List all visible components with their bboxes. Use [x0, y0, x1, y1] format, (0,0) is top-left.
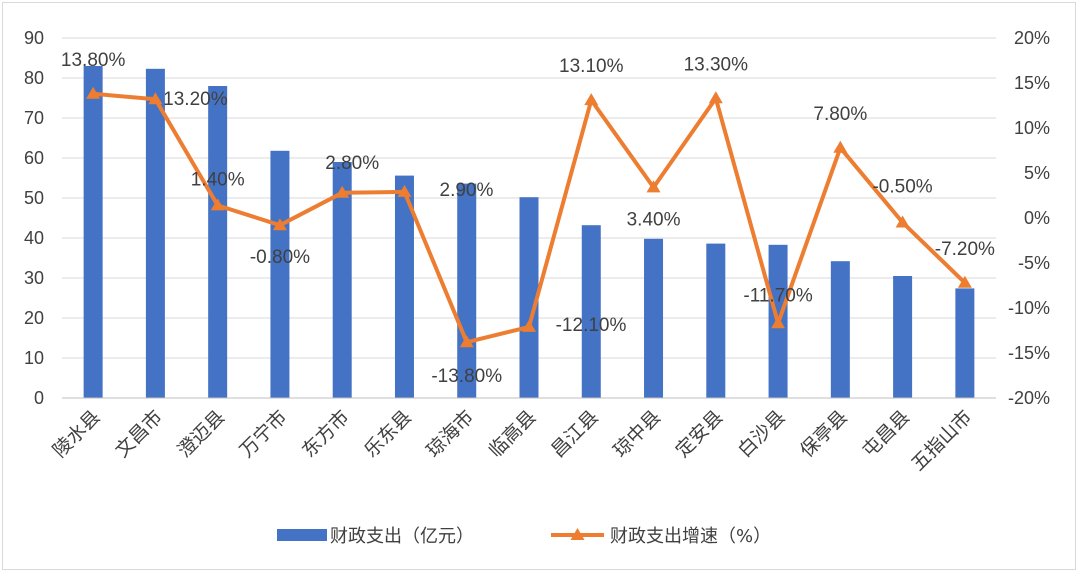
data-label: 13.10% — [559, 56, 624, 77]
category-label: 临高县 — [485, 406, 541, 462]
bar — [208, 86, 228, 398]
legend: 财政支出（亿元） 财政支出增速（%） — [277, 526, 771, 547]
category-label: 文昌市 — [111, 406, 167, 462]
bar — [519, 197, 539, 398]
category-label: 白沙县 — [734, 406, 790, 462]
left-tick-label: 40 — [24, 228, 44, 248]
legend-line-label: 财政支出增速（%） — [610, 526, 771, 547]
line-marker — [86, 86, 101, 99]
line-marker — [833, 140, 848, 153]
left-tick-label: 70 — [24, 108, 44, 128]
right-tick-label: -5% — [1018, 253, 1050, 273]
line-marker — [335, 185, 350, 198]
left-tick-label: 10 — [24, 348, 44, 368]
data-labels: 13.80% 13.20% 1.40% -0.80% 2.80% 2.90% -13.80%… — [61, 50, 995, 387]
category-label: 琼海市 — [422, 406, 478, 462]
line-marker — [646, 180, 661, 193]
left-tick-label: 90 — [24, 28, 44, 48]
data-label: -11.70% — [743, 285, 812, 306]
line-marker — [459, 335, 474, 348]
line-marker — [210, 198, 225, 211]
right-tick-label: -20% — [1008, 388, 1050, 408]
bar — [893, 276, 913, 398]
category-label: 乐东县 — [360, 406, 416, 462]
bar — [394, 175, 414, 398]
data-label: 13.20% — [163, 89, 228, 110]
left-axis-ticks: 0 10 20 30 40 50 60 70 80 90 — [24, 28, 44, 408]
category-label: 定安县 — [671, 406, 727, 462]
right-axis-ticks: -20% -15% -10% -5% 0% 5% 10% 15% 20% — [1008, 28, 1050, 408]
right-tick-label: 20% — [1014, 28, 1050, 48]
category-labels: 陵水县 文昌市 澄迈县 万宁市 东方市 乐东县 琼海市 临高县 昌江县 琼中县 定安县 白沙县 保亭县屯… — [49, 406, 977, 475]
right-tick-label: 15% — [1014, 73, 1050, 93]
line-marker — [771, 316, 786, 329]
category-label: 五指山市 — [907, 406, 976, 475]
line-marker — [397, 184, 412, 197]
bar — [270, 150, 290, 398]
bar — [83, 66, 103, 398]
line-marker — [148, 92, 163, 105]
bar — [644, 238, 664, 398]
data-label: -13.80% — [431, 366, 502, 387]
left-tick-label: 50 — [24, 188, 44, 208]
line-marker — [708, 91, 723, 104]
data-label: 2.80% — [325, 153, 379, 174]
left-tick-label: 0 — [34, 388, 44, 408]
data-label: 7.80% — [813, 104, 867, 125]
right-tick-label: -10% — [1008, 298, 1050, 318]
line-marker — [957, 275, 972, 288]
data-label: -12.10% — [556, 315, 627, 336]
data-label: -7.20% — [935, 239, 995, 260]
left-tick-label: 80 — [24, 68, 44, 88]
category-label: 屯昌县 — [858, 406, 914, 462]
data-label: -0.50% — [872, 177, 932, 198]
bar — [581, 225, 601, 398]
line-series — [86, 86, 972, 348]
data-label: -0.80% — [250, 247, 310, 268]
legend-bar-label: 财政支出（亿元） — [330, 526, 474, 547]
right-tick-label: 5% — [1024, 163, 1050, 183]
legend-line-marker — [570, 528, 585, 540]
data-label: 2.90% — [440, 180, 494, 201]
bar — [706, 243, 726, 398]
bar — [830, 261, 850, 398]
data-label: 3.40% — [627, 209, 681, 230]
category-label: 东方市 — [298, 406, 354, 462]
bar — [955, 288, 975, 398]
left-tick-label: 30 — [24, 268, 44, 288]
category-label: 澄迈县 — [173, 406, 229, 462]
line-marker — [584, 93, 599, 106]
legend-bar-swatch — [277, 529, 327, 541]
category-label: 昌江县 — [547, 406, 603, 462]
data-label: 1.40% — [191, 169, 245, 190]
data-label: 13.80% — [61, 50, 126, 71]
left-tick-label: 20 — [24, 308, 44, 328]
category-label: 陵水县 — [49, 406, 105, 462]
right-tick-label: 10% — [1014, 118, 1050, 138]
category-label: 保亭县 — [796, 406, 852, 462]
line-marker — [272, 218, 287, 231]
category-label: 琼中县 — [609, 406, 665, 462]
left-tick-label: 60 — [24, 148, 44, 168]
category-label: 万宁市 — [236, 406, 292, 462]
data-label: 13.30% — [684, 54, 749, 75]
right-tick-label: -15% — [1008, 343, 1050, 363]
line-marker — [895, 215, 910, 228]
line-marker — [522, 319, 536, 332]
right-tick-label: 0% — [1024, 208, 1050, 228]
bar — [332, 162, 352, 398]
bar — [145, 68, 165, 399]
